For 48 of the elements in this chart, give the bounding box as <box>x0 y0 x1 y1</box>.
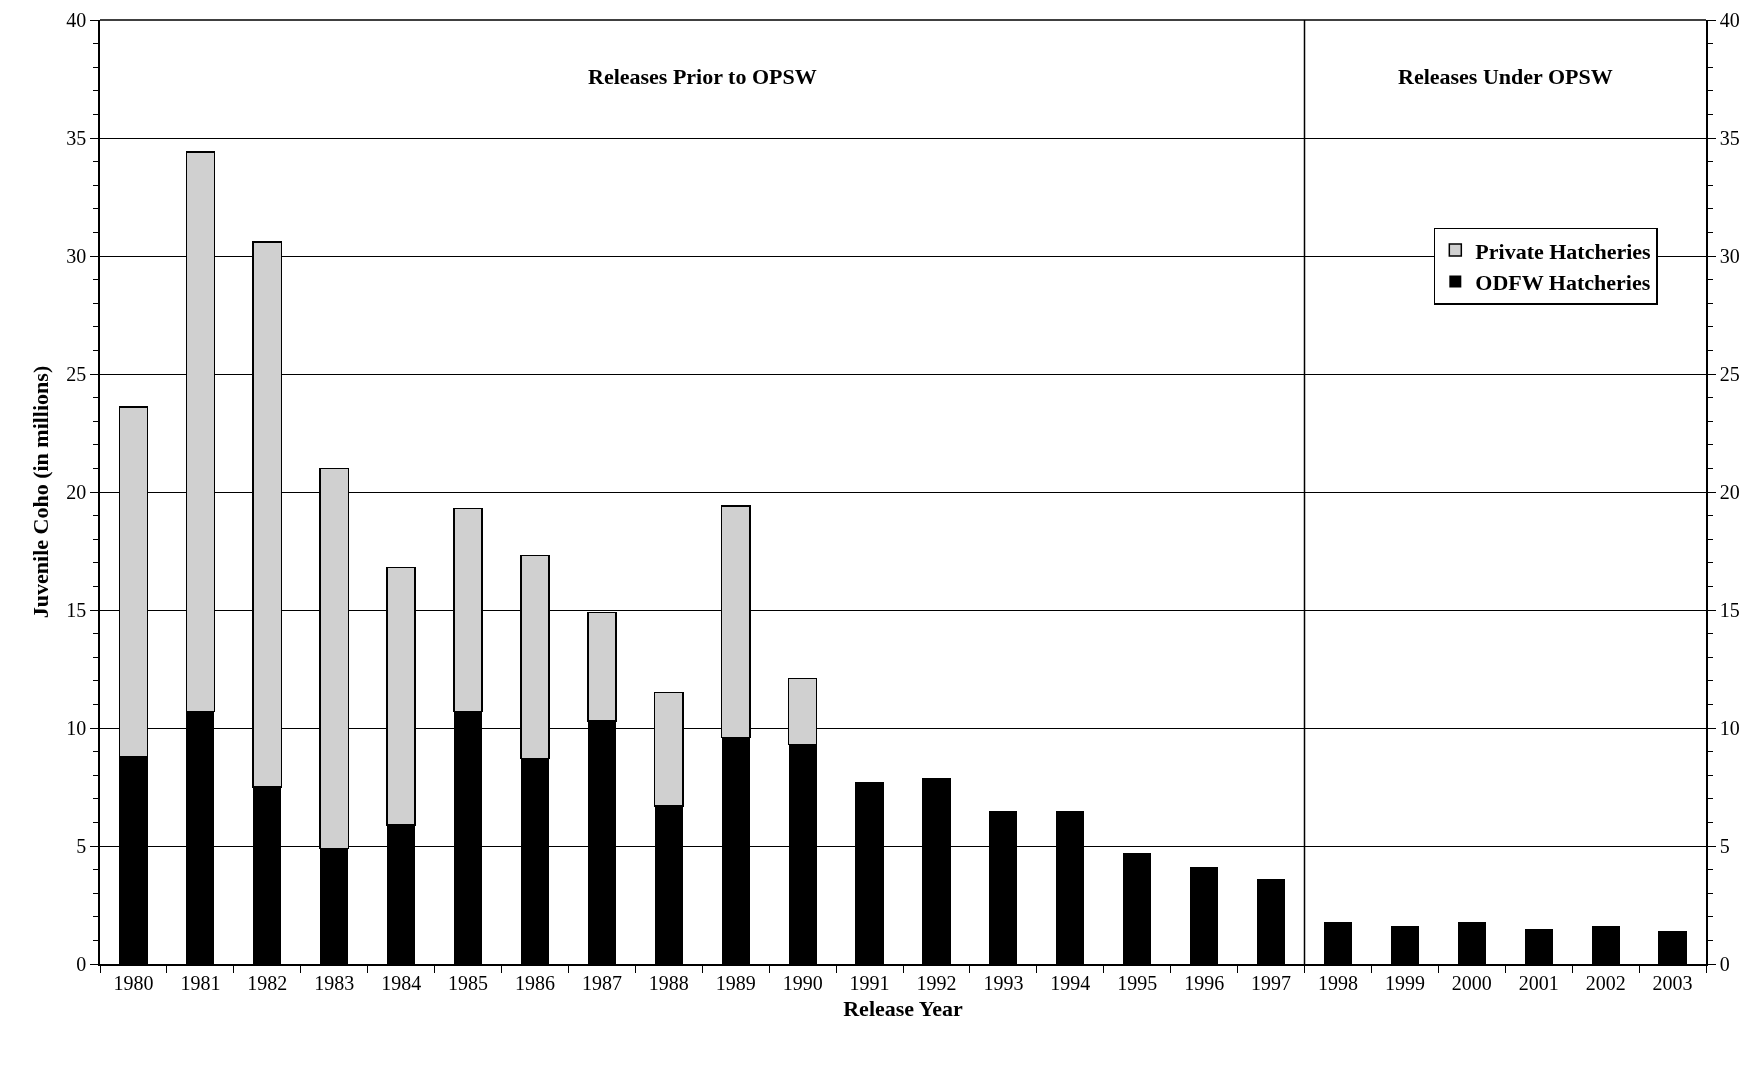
x-tick-label: 2000 <box>1451 971 1492 994</box>
y2-tick-label: 25 <box>1719 363 1740 385</box>
x-tick-label: 1996 <box>1184 971 1225 994</box>
y2-tick-label: 15 <box>1719 599 1740 621</box>
y-tick-label: 0 <box>76 953 87 975</box>
annotation: Releases Under OPSW <box>1398 64 1613 89</box>
y-tick-label: 30 <box>66 245 87 267</box>
x-tick-label: 1998 <box>1317 971 1358 994</box>
x-tick-label: 1999 <box>1384 971 1425 994</box>
x-tick-label: 1980 <box>113 971 154 994</box>
x-tick-label: 1986 <box>514 971 555 994</box>
x-tick-label: 1989 <box>715 971 756 994</box>
y-tick-label: 25 <box>66 363 87 385</box>
x-tick-label: 1993 <box>983 971 1024 994</box>
y-tick-label: 35 <box>66 127 87 149</box>
x-tick-label: 1985 <box>448 971 489 994</box>
y2-tick-label: 20 <box>1719 481 1740 503</box>
y2-tick-label: 0 <box>1719 953 1730 975</box>
x-tick-label: 1982 <box>247 971 288 994</box>
legend-label: ODFW Hatcheries <box>1475 270 1651 296</box>
x-tick-label: 2003 <box>1652 971 1693 994</box>
y-tick-label: 5 <box>76 835 87 857</box>
legend-label: Private Hatcheries <box>1475 238 1652 264</box>
y-tick-label: 20 <box>66 481 87 503</box>
x-tick-label: 1991 <box>849 971 890 994</box>
x-tick-label: 1997 <box>1251 971 1292 994</box>
y-tick-label: 40 <box>66 9 87 31</box>
x-tick-label: 1992 <box>916 971 957 994</box>
y2-tick-label: 35 <box>1719 127 1740 149</box>
x-tick-label: 1995 <box>1117 971 1158 994</box>
y2-tick-label: 5 <box>1719 835 1730 857</box>
x-tick-label: 2002 <box>1585 971 1626 994</box>
annotation: Releases Prior to OPSW <box>588 64 817 89</box>
y-tick-label: 15 <box>66 599 87 621</box>
y2-tick-label: 10 <box>1719 717 1740 739</box>
x-tick-label: 1987 <box>581 971 622 994</box>
y2-tick-label: 40 <box>1719 9 1740 31</box>
x-tick-label: 1981 <box>180 971 221 994</box>
x-axis-title: Release Year <box>843 996 963 1022</box>
x-tick-label: 2001 <box>1518 971 1559 994</box>
y2-tick-label: 30 <box>1719 245 1740 267</box>
x-tick-label: 1994 <box>1050 971 1091 994</box>
y-tick-label: 10 <box>66 717 87 739</box>
x-tick-label: 1984 <box>381 971 422 994</box>
x-tick-label: 1990 <box>782 971 823 994</box>
y-axis-title: Juvenile Coho (in millions) <box>27 365 53 619</box>
x-tick-label: 1983 <box>314 971 355 994</box>
x-tick-label: 1988 <box>648 971 689 994</box>
